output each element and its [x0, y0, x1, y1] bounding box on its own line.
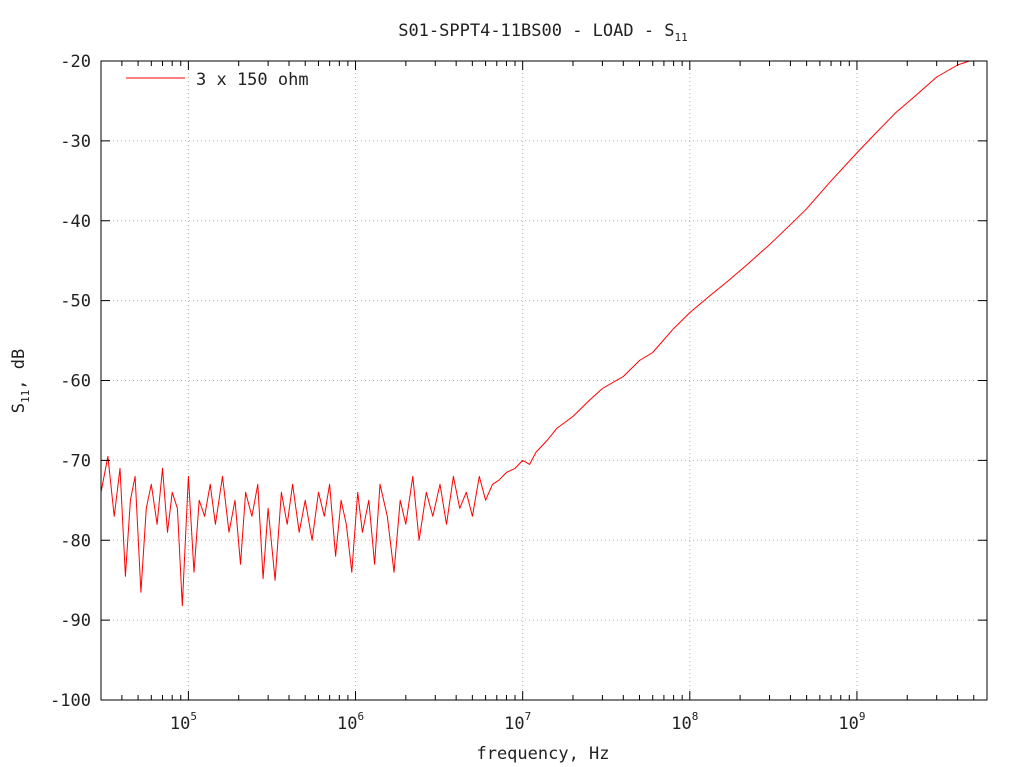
grid	[101, 61, 987, 700]
chart-title-main: S01-SPPT4-11BS00 - LOAD - S	[398, 21, 674, 41]
legend-label: 3 x 150 ohm	[196, 70, 309, 90]
y-tick-label: -100	[50, 691, 91, 711]
x-tick-label: 108	[671, 710, 698, 734]
chart-title: S01-SPPT4-11BS00 - LOAD - S11	[398, 21, 688, 44]
x-tick-label: 107	[504, 710, 531, 734]
y-tick-label: -80	[60, 531, 91, 551]
x-tick-label: 109	[838, 710, 865, 734]
x-tick-label: 105	[170, 710, 197, 734]
y-axis-label-main: S	[9, 403, 29, 413]
x-axis-label: frequency, Hz	[476, 744, 609, 764]
y-tick-label: -90	[60, 611, 91, 631]
y-tick-label: -20	[60, 52, 91, 72]
ticks	[100, 60, 988, 701]
tick-labels: -20 -30 -40 -50 -60 -70 -80 -90 -100 105 106 107 108…	[50, 52, 865, 734]
x-tick-label: 106	[337, 710, 364, 734]
y-tick-label: -40	[60, 212, 91, 232]
legend: 3 x 150 ohm	[126, 70, 309, 90]
chart-title-subscript: 11	[675, 31, 688, 44]
y-tick-label: -60	[60, 372, 91, 392]
series-layer	[100, 60, 970, 607]
y-tick-label: -70	[60, 451, 91, 471]
y-axis-label: S11, dB	[9, 349, 32, 413]
series-line-0	[100, 60, 970, 607]
y-tick-label: -30	[60, 132, 91, 152]
y-axis-label-suffix: , dB	[9, 349, 29, 390]
y-tick-label: -50	[60, 292, 91, 312]
y-axis-label-subscript: 11	[19, 390, 32, 403]
